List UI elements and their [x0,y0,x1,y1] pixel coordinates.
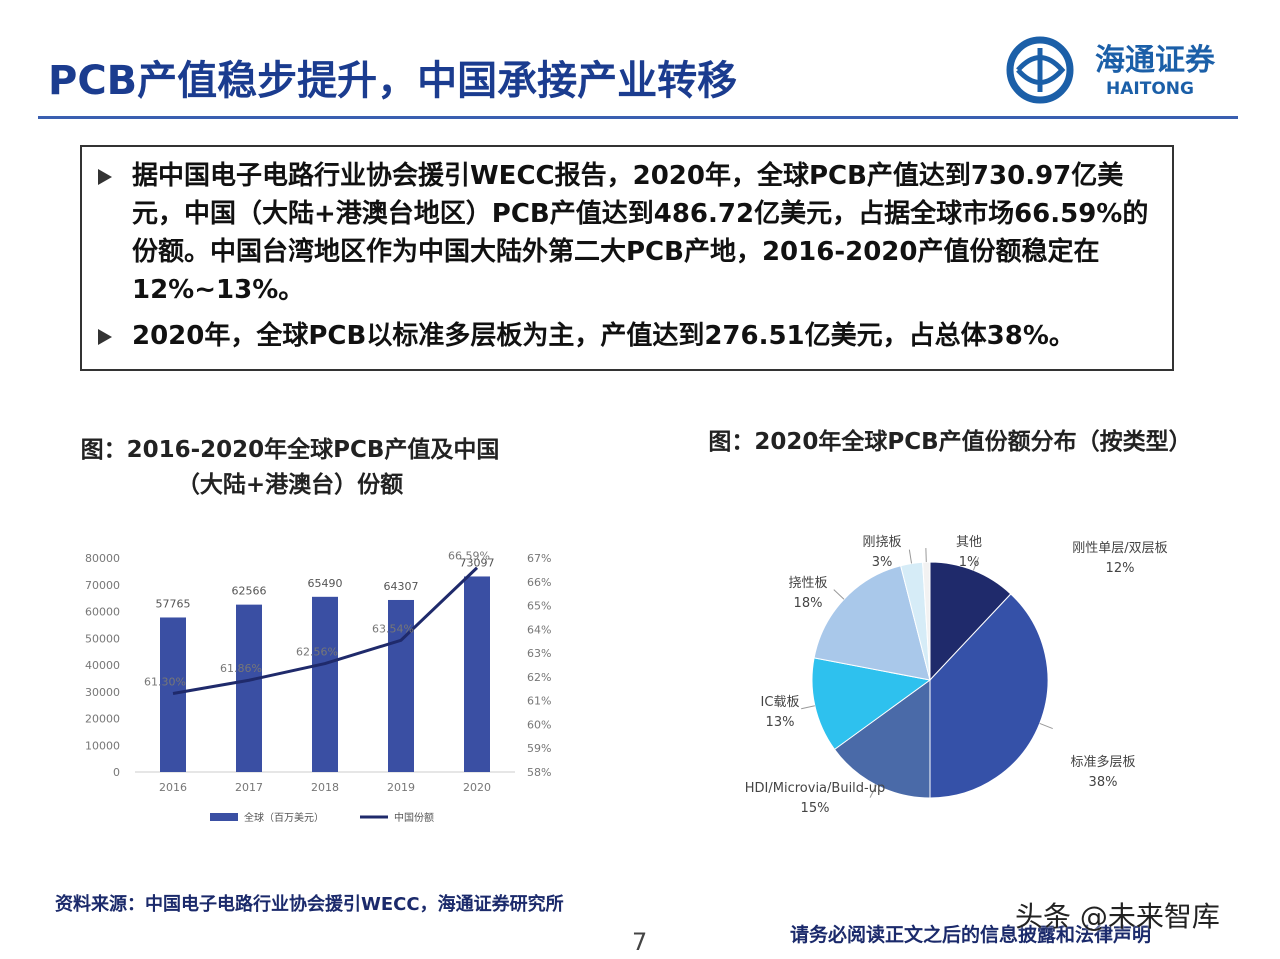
data-label: 63.54% [372,622,414,635]
slice-value: 1% [959,555,980,570]
data-label: 66.59% [448,550,490,563]
x-tick-label: 2018 [311,781,339,794]
bar [388,599,414,772]
bullet: 据中国电子电路行业协会援引WECC报告，2020年，全球PCB产值达到730.9… [98,157,1156,309]
slice-label: 挠性板 [788,576,827,591]
y-tick-label: 20000 [85,713,120,726]
data-label: 62.56% [296,646,338,659]
bar [312,596,338,772]
x-tick-label: 2016 [159,781,187,794]
x-tick-label: 2017 [235,781,263,794]
legend-swatch [210,813,238,821]
slice-value: 38% [1089,775,1118,790]
data-label: 64307 [384,580,419,593]
slice-label: 刚挠板 [862,535,901,550]
slice-value: 18% [794,596,823,611]
data-label: 62566 [232,585,267,598]
title-rule [38,116,1238,119]
source: 资料来源：中国电子电路行业协会援引WECC，海通证券研究所 [55,894,564,915]
disclaimer: 请务必阅读正文之后的信息披露和法律声明 [790,924,1152,946]
leader-line [801,705,815,710]
y-tick-label: 60000 [85,606,120,619]
logo-name: 海通证券 [1095,43,1216,78]
pie-slice [922,561,931,681]
bar [236,604,262,772]
slice-value: 13% [766,715,795,730]
leader-line [1039,722,1053,730]
y2-tick-label: 63% [527,647,551,660]
chart-title: 图：2016-2020年全球PCB产值及中国（大陆+港澳台）份额 [80,437,500,498]
pie-slice [811,657,932,751]
slice-value: 12% [1106,561,1135,576]
slice-label: 其他 [956,535,982,550]
y2-tick-label: 60% [527,718,551,731]
y2-tick-label: 64% [527,623,551,636]
slice-value: 3% [872,555,893,570]
pie-slice [833,679,931,799]
slice-label: 标准多层板 [1070,754,1135,770]
legend-label: 全球（百万美元） [244,811,324,824]
data-label: 65490 [308,577,343,590]
x-tick-label: 2019 [387,781,415,794]
leader-line [908,549,913,564]
chart-title: 图：2020年全球PCB产值份额分布（按类型） [708,429,1192,455]
slice-label: IC载板 [761,695,800,710]
leader-line [869,784,877,798]
watermark: 头条 @未来智库 [1015,900,1220,933]
y-tick-label: 70000 [85,579,120,592]
slice-label: 刚性单层/双层板 [1072,541,1167,556]
y-tick-label: 30000 [85,686,120,699]
y2-tick-label: 61% [527,695,551,708]
y2-tick-label: 59% [527,742,551,755]
y2-tick-label: 62% [527,671,551,684]
slice-label: HDI/Microvia/Build-up [745,781,885,796]
pie-slice [813,565,931,681]
data-label: 57765 [156,597,191,610]
y2-tick-label: 67% [527,552,551,565]
y-tick-label: 10000 [85,739,120,752]
logo: 海通证券 HAITONG [1006,36,1216,104]
y-tick-label: 50000 [85,632,120,645]
legend-label: 中国份额 [394,811,434,824]
y2-tick-label: 65% [527,600,551,613]
data-label: 61.86% [220,662,262,675]
line [172,566,479,696]
y-tick-label: 0 [113,766,120,779]
data-label: 73097 [460,556,495,569]
x-tick-label: 2020 [463,781,491,794]
page-number: 7 [632,928,648,956]
bar [464,576,490,772]
y2-tick-label: 66% [527,576,551,589]
logo-en: HAITONG [1106,79,1194,99]
slice-value: 15% [801,801,830,816]
leader-line [972,557,980,571]
summary-box: 据中国电子电路行业协会援引WECC报告，2020年，全球PCB产值达到730.9… [80,145,1174,371]
bar [160,617,186,772]
bullet: 2020年，全球PCB以标准多层板为主，产值达到276.51亿美元，占总体38%… [98,317,1156,355]
y-tick-label: 40000 [85,659,120,672]
y-tick-label: 80000 [85,552,120,565]
leader-line [833,589,845,600]
data-label: 61.30% [144,676,186,689]
y2-tick-label: 58% [527,766,551,779]
slide-title: PCB产值稳步提升，中国承接产业转移 [48,58,738,104]
